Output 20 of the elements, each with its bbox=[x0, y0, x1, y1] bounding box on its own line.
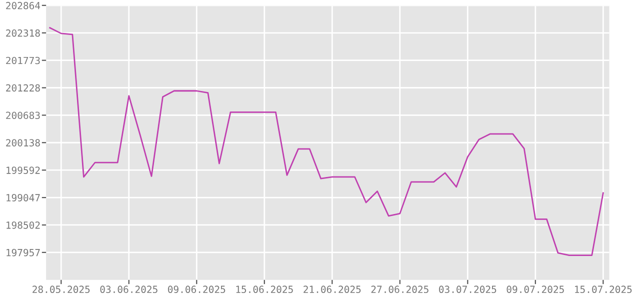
x-tick-label: 09.07.2025 bbox=[506, 286, 564, 294]
y-tick-label: 198502 bbox=[6, 221, 40, 229]
y-tick-label: 201773 bbox=[6, 56, 40, 64]
y-tick-label: 199592 bbox=[6, 166, 40, 174]
y-tick-label: 202318 bbox=[6, 29, 40, 37]
y-tick-label: 199047 bbox=[6, 194, 40, 202]
y-tick-label: 202864 bbox=[6, 2, 40, 10]
x-tick-label: 21.06.2025 bbox=[304, 286, 361, 294]
x-tick-label: 03.07.2025 bbox=[439, 286, 496, 294]
y-tick-label: 197957 bbox=[6, 248, 40, 256]
y-tick-label: 200683 bbox=[6, 112, 40, 120]
y-tick-label: 200138 bbox=[6, 139, 40, 146]
x-tick-label: 15.06.2025 bbox=[236, 286, 293, 294]
x-tick-label: 03.06.2025 bbox=[100, 286, 158, 294]
x-tick-label: 27.06.2025 bbox=[371, 286, 428, 294]
y-tick-label: 201228 bbox=[6, 84, 40, 92]
line-series bbox=[49, 27, 604, 256]
x-tick-label: 15.07.2025 bbox=[575, 286, 632, 294]
x-tick-label: 28.05.2025 bbox=[32, 286, 90, 294]
x-tick-label: 09.06.2025 bbox=[168, 286, 226, 294]
